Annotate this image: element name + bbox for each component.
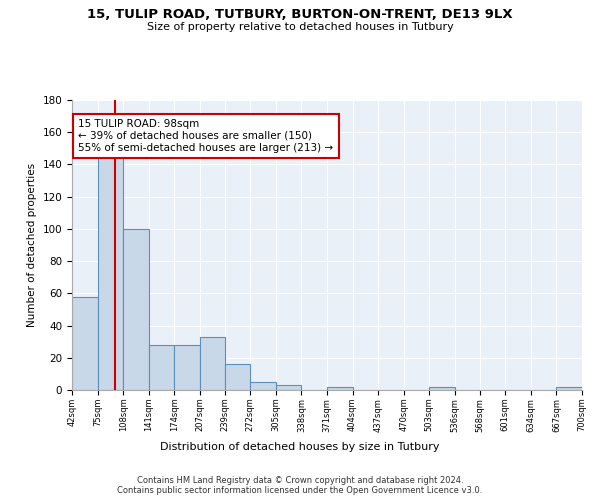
Bar — [250, 382, 276, 390]
Y-axis label: Number of detached properties: Number of detached properties — [27, 163, 37, 327]
Bar — [327, 387, 353, 390]
Bar — [430, 387, 455, 390]
Bar — [175, 345, 200, 390]
Text: Distribution of detached houses by size in Tutbury: Distribution of detached houses by size … — [160, 442, 440, 452]
Bar — [149, 345, 175, 390]
Bar — [72, 296, 98, 390]
Bar — [123, 229, 149, 390]
Text: Contains HM Land Registry data © Crown copyright and database right 2024.: Contains HM Land Registry data © Crown c… — [137, 476, 463, 485]
Text: Contains public sector information licensed under the Open Government Licence v3: Contains public sector information licen… — [118, 486, 482, 495]
Bar — [200, 337, 224, 390]
Text: 15, TULIP ROAD, TUTBURY, BURTON-ON-TRENT, DE13 9LX: 15, TULIP ROAD, TUTBURY, BURTON-ON-TRENT… — [87, 8, 513, 20]
Bar — [276, 385, 301, 390]
Text: Size of property relative to detached houses in Tutbury: Size of property relative to detached ho… — [146, 22, 454, 32]
Bar — [98, 156, 123, 390]
Bar — [224, 364, 250, 390]
Text: 15 TULIP ROAD: 98sqm
← 39% of detached houses are smaller (150)
55% of semi-deta: 15 TULIP ROAD: 98sqm ← 39% of detached h… — [78, 120, 334, 152]
Bar — [556, 387, 582, 390]
